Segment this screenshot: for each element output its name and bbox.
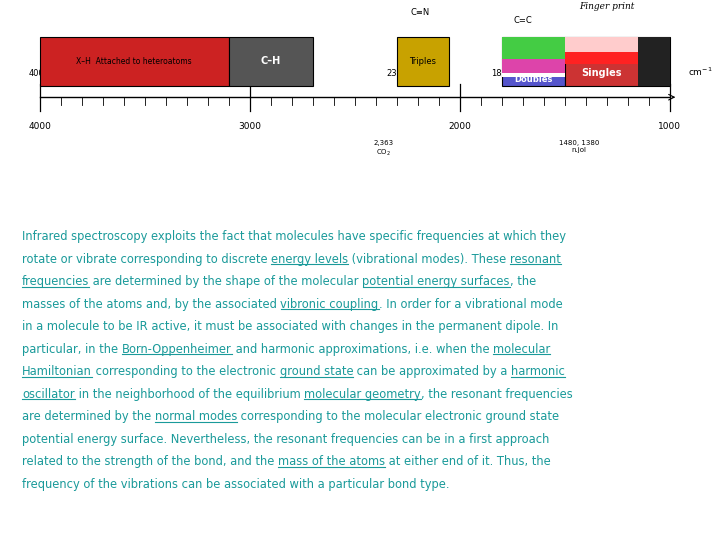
Bar — [502, 59, 564, 73]
Text: 1000: 1000 — [658, 123, 681, 131]
Text: rotate or vibrate corresponding to discrete: rotate or vibrate corresponding to discr… — [22, 253, 271, 266]
Text: corresponding to the molecular electronic ground state: corresponding to the molecular electroni… — [238, 410, 559, 423]
Text: frequency of the vibrations can be associated with a particular bond type.: frequency of the vibrations can be assoc… — [22, 477, 449, 490]
Text: can be approximated by a: can be approximated by a — [353, 365, 511, 378]
Text: vibronic coupling: vibronic coupling — [281, 298, 379, 311]
Bar — [638, 37, 670, 85]
Text: 1800: 1800 — [491, 69, 512, 78]
Text: and harmonic approximations, i.e. when the: and harmonic approximations, i.e. when t… — [232, 343, 492, 356]
Text: harmonic: harmonic — [511, 365, 565, 378]
Text: , the: , the — [510, 275, 536, 288]
Text: related to the strength of the bond, and the: related to the strength of the bond, and… — [22, 455, 278, 468]
Text: in a molecule to be IR active, it must be associated with changes in the permane: in a molecule to be IR active, it must b… — [22, 320, 559, 333]
Text: C–H: C–H — [261, 56, 281, 66]
Text: 1500: 1500 — [554, 69, 575, 78]
Text: frequencies: frequencies — [22, 275, 89, 288]
Text: potential energy surfaces: potential energy surfaces — [362, 275, 510, 288]
Text: C=C: C=C — [513, 16, 532, 25]
Text: mass of the atoms: mass of the atoms — [278, 455, 385, 468]
Bar — [502, 73, 564, 77]
Text: N–H: N–H — [136, 49, 153, 58]
Text: , the resonant frequencies: , the resonant frequencies — [420, 388, 572, 401]
Text: (vibrational modes). These: (vibrational modes). These — [348, 253, 510, 266]
Bar — [229, 37, 312, 85]
Text: 2000: 2000 — [448, 123, 471, 131]
Text: are determined by the: are determined by the — [22, 410, 155, 423]
Text: 2300: 2300 — [386, 69, 408, 78]
Text: C≡N: C≡N — [410, 9, 429, 17]
Text: 2100: 2100 — [428, 69, 449, 78]
Text: cm$^{-1}$: cm$^{-1}$ — [688, 65, 712, 78]
Text: . In order for a vibrational mode: . In order for a vibrational mode — [379, 298, 562, 311]
Text: Finger print: Finger print — [579, 2, 634, 11]
Text: 1480, 1380
n.jol: 1480, 1380 n.jol — [559, 140, 600, 153]
Text: 2800: 2800 — [281, 69, 302, 78]
Text: Infrared spectroscopy exploits the fact that molecules have specific frequencies: Infrared spectroscopy exploits the fact … — [22, 231, 566, 244]
Text: in the neighborhood of the equilibrium: in the neighborhood of the equilibrium — [75, 388, 304, 401]
Bar — [40, 37, 229, 85]
Text: X–H  Attached to heteroatoms: X–H Attached to heteroatoms — [76, 57, 192, 66]
Text: Triples: Triples — [410, 57, 436, 66]
Bar — [502, 37, 564, 85]
Bar — [564, 37, 670, 85]
Text: energy levels: energy levels — [271, 253, 348, 266]
Text: masses of the atoms and, by the associated: masses of the atoms and, by the associat… — [22, 298, 281, 311]
Text: particular, in the: particular, in the — [22, 343, 122, 356]
Text: O–H: O–H — [189, 49, 206, 58]
Text: 3000: 3000 — [238, 123, 261, 131]
Bar — [564, 37, 638, 51]
Text: 3200: 3200 — [197, 69, 218, 78]
Text: at either end of it. Thus, the: at either end of it. Thus, the — [385, 455, 551, 468]
Text: oscillator: oscillator — [22, 388, 75, 401]
Text: Singles: Singles — [581, 69, 621, 78]
Text: 4000: 4000 — [28, 123, 51, 131]
Text: Hamiltonian: Hamiltonian — [22, 365, 92, 378]
Text: molecular: molecular — [492, 343, 550, 356]
Text: are determined by the shape of the molecular: are determined by the shape of the molec… — [89, 275, 362, 288]
Text: C=N: C=N — [513, 0, 532, 2]
Text: resonant: resonant — [510, 253, 561, 266]
Bar — [502, 37, 564, 59]
Text: 4000: 4000 — [29, 69, 50, 78]
Text: ground state: ground state — [279, 365, 353, 378]
Text: corresponding to the electronic: corresponding to the electronic — [92, 365, 279, 378]
Bar — [564, 51, 638, 64]
Text: normal modes: normal modes — [155, 410, 238, 423]
Text: 2,363
CO$_2$: 2,363 CO$_2$ — [373, 140, 393, 158]
Text: Born-Oppenheimer: Born-Oppenheimer — [122, 343, 232, 356]
Bar — [397, 37, 449, 85]
Text: potential energy surface. Nevertheless, the resonant frequencies can be in a fir: potential energy surface. Nevertheless, … — [22, 433, 549, 446]
Text: Doubles: Doubles — [514, 75, 552, 84]
Text: molecular geometry: molecular geometry — [304, 388, 420, 401]
